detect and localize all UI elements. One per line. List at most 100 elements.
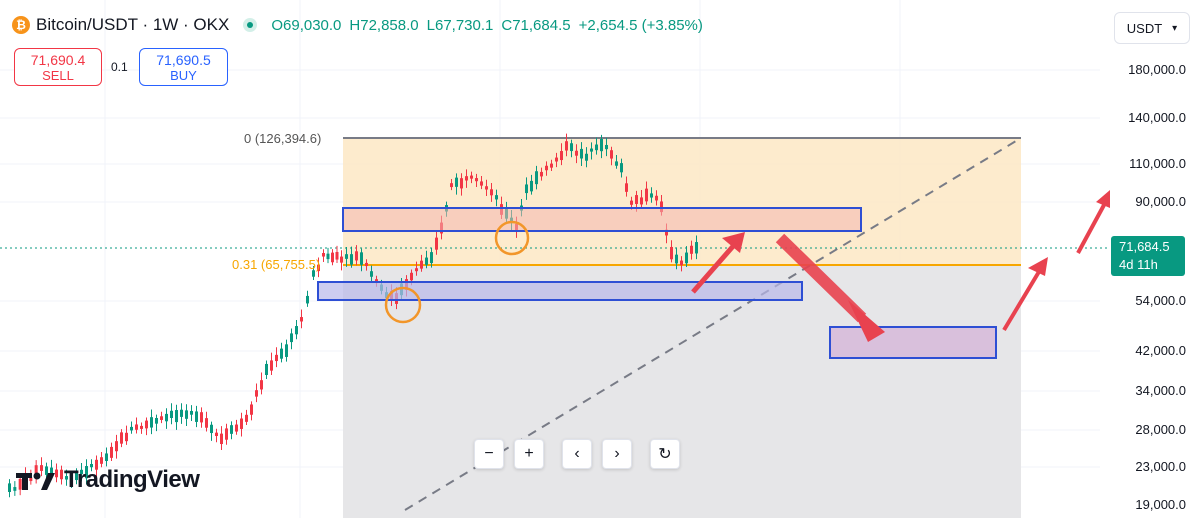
candle-body [570, 143, 573, 152]
candle-body [670, 246, 673, 260]
candle-body [690, 245, 693, 254]
axis-tick: 23,000.0 [1135, 459, 1186, 474]
candle-body [370, 271, 373, 277]
candle-body [45, 466, 48, 475]
zoom-controls: − + [474, 439, 544, 469]
scroll-left-button[interactable]: ‹ [562, 439, 592, 469]
zoom-out-button[interactable]: − [474, 439, 504, 469]
sell-label: SELL [42, 68, 74, 83]
candle-body [545, 165, 548, 171]
close-value: C71,684.5 [501, 16, 571, 34]
market-status-icon[interactable] [243, 18, 258, 32]
candle-body [13, 487, 17, 491]
last-price-value: 71,684.5 [1119, 239, 1170, 254]
candle-body [575, 150, 578, 156]
candle-body [230, 425, 233, 434]
candle-body [312, 270, 315, 277]
candle-body [180, 409, 183, 417]
candle-body [450, 183, 453, 188]
candle-body [260, 380, 263, 390]
candle-body [495, 195, 498, 200]
candle-body [331, 252, 334, 263]
open-value: O69,030.0 [271, 16, 342, 34]
candle-body [420, 260, 423, 269]
candle-body [665, 229, 668, 236]
axis-tick: 140,000.0 [1128, 110, 1186, 125]
buy-price: 71,690.5 [156, 52, 211, 68]
zoom-in-button[interactable]: + [514, 439, 544, 469]
candle-body [317, 264, 320, 272]
candle-body [195, 411, 198, 422]
candle-body [410, 272, 413, 281]
candle-body [590, 148, 593, 152]
candle-body [470, 175, 473, 179]
candle-body [340, 256, 343, 263]
candle-body [150, 417, 153, 428]
candle-body [585, 153, 588, 161]
support-box [317, 281, 803, 301]
candle-body [40, 465, 43, 471]
candle-body [280, 348, 283, 359]
plus-icon: + [524, 445, 534, 462]
candle-body [620, 163, 623, 173]
candle-body [270, 360, 273, 371]
candle-body [120, 432, 123, 444]
candle-body [435, 237, 438, 250]
buy-label: BUY [170, 68, 197, 83]
tradingview-logo[interactable]: TradingView [16, 466, 200, 494]
minus-icon: − [484, 445, 494, 462]
sell-button[interactable]: 71,690.4 SELL [14, 48, 102, 86]
candle-body [105, 453, 108, 462]
candle-body [490, 189, 493, 196]
fib-label-031: 0.31 (65,755.5) [232, 257, 321, 272]
candle-body [29, 477, 33, 482]
candle-body [130, 426, 133, 431]
candle-body [360, 252, 363, 265]
candle-body [455, 177, 458, 187]
highlight-circle [384, 286, 422, 324]
reset-icon: ↻ [658, 446, 672, 463]
axis-tick: 28,000.0 [1135, 422, 1186, 437]
order-quantity[interactable]: 0.1 [111, 60, 128, 74]
bitcoin-icon: ₿ [12, 16, 30, 34]
candle-body [430, 252, 433, 264]
candle-body [560, 151, 563, 161]
currency-selector[interactable]: USDT ▾ [1114, 12, 1190, 44]
scroll-right-button[interactable]: › [602, 439, 632, 469]
last-price-tag: 71,684.5 4d 11h [1111, 236, 1185, 276]
candle-body [95, 459, 98, 470]
target-box [829, 326, 997, 359]
tradingview-logo-icon [16, 472, 55, 490]
candle-body [595, 144, 598, 151]
reset-controls: ↻ [650, 439, 680, 469]
candle-body [655, 195, 658, 201]
candle-body [210, 424, 213, 434]
symbol-title[interactable]: Bitcoin/USDT · 1W · OKX [36, 15, 230, 34]
fib-zone-lower [343, 265, 1021, 518]
candle-body [155, 417, 158, 424]
candle-body [555, 157, 558, 162]
candle-body [55, 469, 58, 478]
candle-body [645, 188, 648, 202]
candle-body [610, 150, 613, 159]
fib-zone-upper [343, 138, 1021, 265]
axis-tick: 90,000.0 [1135, 194, 1186, 209]
candle-body [290, 333, 293, 343]
candle-body [675, 254, 678, 264]
candle-body [485, 186, 488, 190]
buy-button[interactable]: 71,690.5 BUY [139, 48, 228, 86]
candle-body [220, 433, 223, 445]
reset-chart-button[interactable]: ↻ [650, 439, 680, 469]
high-value: H72,858.0 [349, 16, 419, 34]
candle-body [100, 457, 103, 464]
candle-body [115, 441, 118, 452]
candle-body [245, 414, 248, 422]
axis-tick: 180,000.0 [1128, 62, 1186, 77]
forecast-arrows [691, 190, 1110, 342]
candle-body [8, 483, 11, 492]
candle-body [255, 390, 258, 397]
candle-body [525, 184, 528, 194]
candle-body [635, 195, 638, 204]
candle-body [90, 463, 93, 468]
